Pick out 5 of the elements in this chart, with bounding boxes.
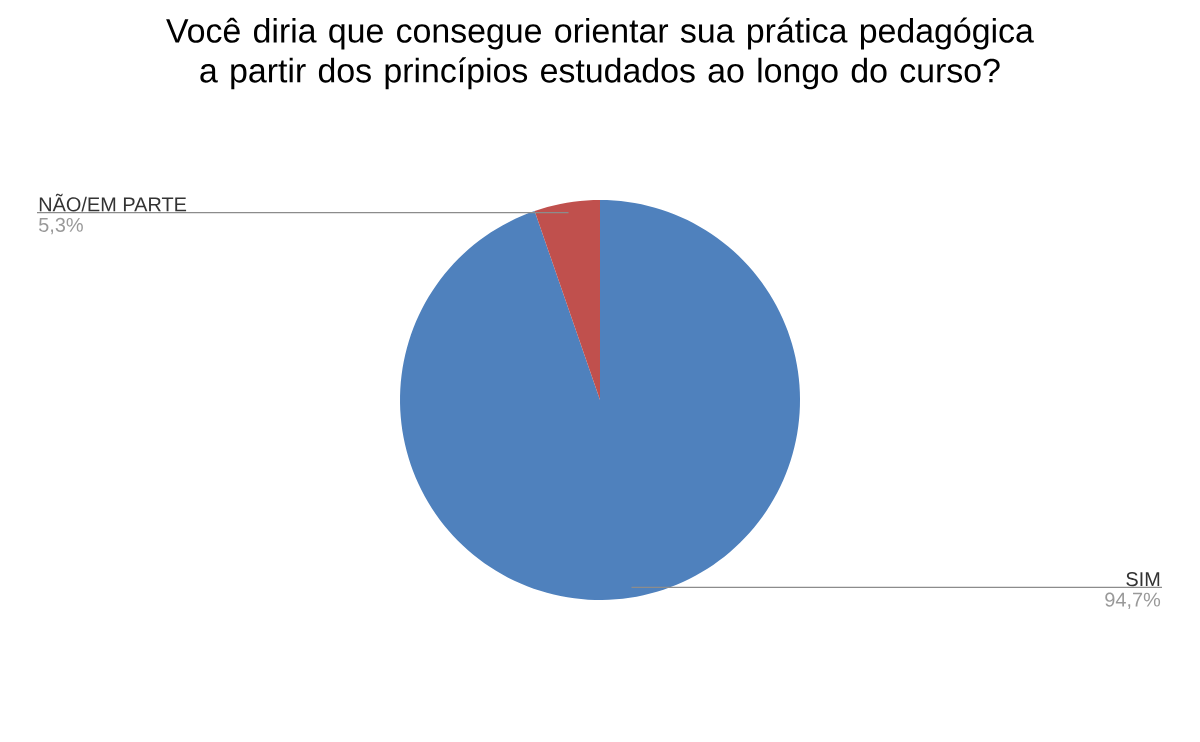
data-label: 94,7%: [1105, 592, 1161, 610]
data-label: 5,3%: [38, 217, 83, 235]
slice-label: NÃO/EM PARTE: [39, 193, 187, 212]
chart-title: Você diria que consegue orientar sua prática pedagógica a partir dos princípios estudados ao longo do curso?: [166, 17, 1034, 90]
slice-label: SIM: [1126, 572, 1160, 587]
